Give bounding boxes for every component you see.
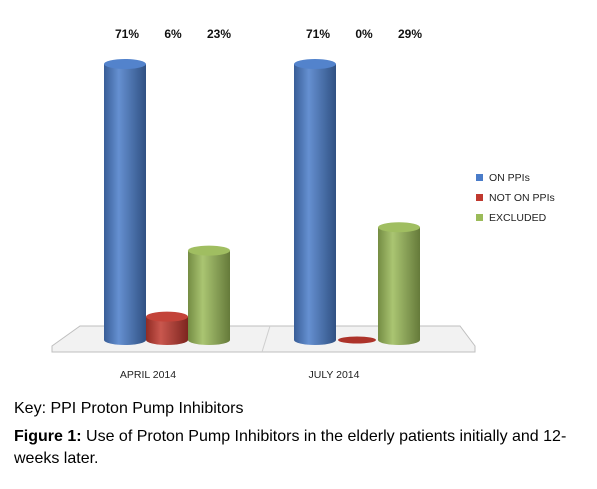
bar-top-not-on-ppis-0 <box>146 311 188 322</box>
data-label-on-ppis-0: 71% <box>115 27 139 41</box>
figure-label: Figure 1: <box>14 428 82 445</box>
figure-caption: Figure 1: Use of Proton Pump Inhibitors … <box>14 426 594 470</box>
key-text: Key: PPI Proton Pump Inhibitors <box>14 400 244 417</box>
category-label-1: JULY 2014 <box>309 369 360 381</box>
legend: ON PPIs NOT ON PPIs EXCLUDED <box>476 172 555 224</box>
bar-not-on-ppis-1 <box>338 336 376 344</box>
legend-label-on-ppis: ON PPIs <box>489 172 530 184</box>
legend-swatch-on-ppis <box>476 174 483 181</box>
category-label-0: APRIL 2014 <box>120 369 176 381</box>
bar-excluded-0 <box>188 250 230 345</box>
legend-label-excluded: EXCLUDED <box>489 212 547 224</box>
data-label-on-ppis-1: 71% <box>306 27 330 41</box>
bar-excluded-1 <box>378 227 420 345</box>
data-label-excluded-0: 23% <box>207 27 231 41</box>
bar-top-excluded-0 <box>188 245 230 256</box>
data-label-excluded-1: 29% <box>398 27 422 41</box>
data-label-not-on-ppis-1: 0% <box>355 27 373 41</box>
legend-label-not-on-ppis: NOT ON PPIs <box>489 192 555 204</box>
bar-not-on-ppis-0 <box>146 316 188 345</box>
bars-layer <box>104 59 420 345</box>
bar-on-ppis-0 <box>104 64 146 345</box>
bar-top-on-ppis-0 <box>104 59 146 69</box>
figure-text: Use of Proton Pump Inhibitors in the eld… <box>14 428 567 467</box>
chart: 71% 6% 23% APRIL 2014 71% 0% 29% JULY 2014 ON P… <box>51 27 555 381</box>
data-label-not-on-ppis-0: 6% <box>164 27 182 41</box>
bar-on-ppis-1 <box>294 64 336 345</box>
legend-swatch-not-on-ppis <box>476 194 483 201</box>
bar-top-excluded-1 <box>378 222 420 233</box>
legend-swatch-excluded <box>476 214 483 221</box>
labels-layer: 71% 6% 23% APRIL 2014 71% 0% 29% JULY 2014 <box>115 27 422 381</box>
chart-floor-divider <box>261 325 271 353</box>
bar-top-on-ppis-1 <box>294 59 336 69</box>
